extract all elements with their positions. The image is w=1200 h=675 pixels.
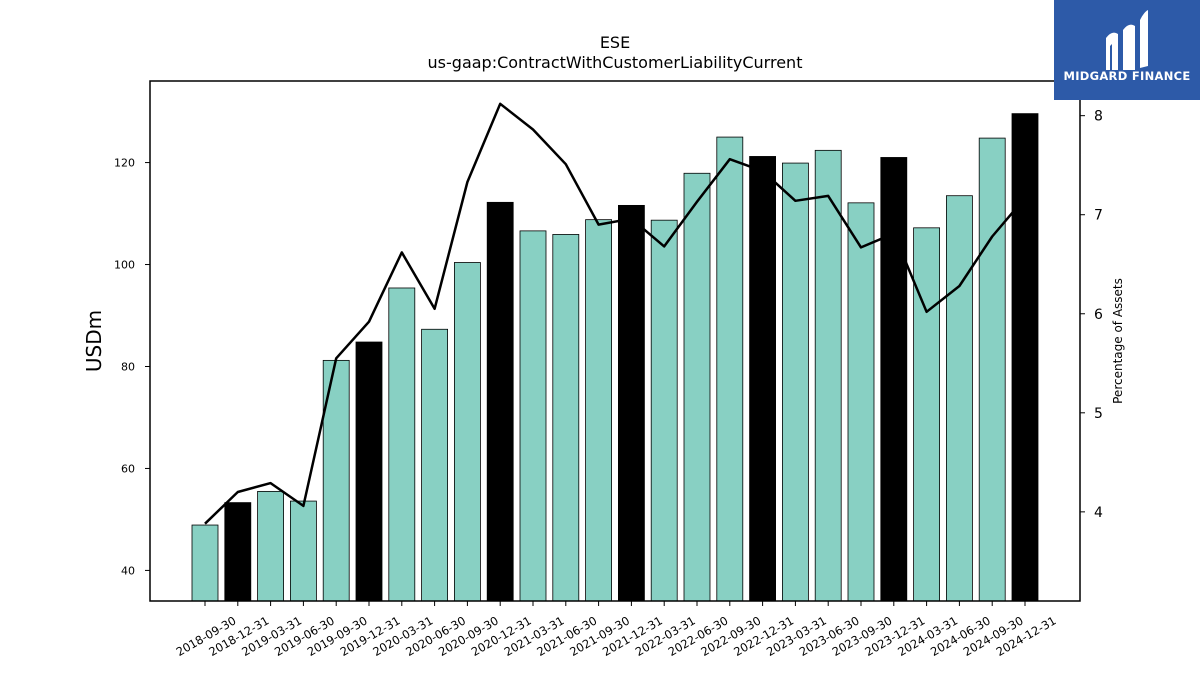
bar-2023-09-30	[847, 202, 875, 602]
bar-2022-09-30	[716, 136, 744, 602]
bar-2022-12-31	[749, 156, 776, 602]
bar-2020-09-30	[453, 262, 481, 602]
left-axis-ticks: 40 60 80 100 120	[114, 157, 150, 577]
bar-2023-12-31	[880, 157, 908, 602]
x-axis-ticks: 2018-09-302018-12-312019-03-312019-06-30…	[174, 601, 1059, 659]
y-axis-label: USDm	[82, 310, 106, 372]
right-axis-ticks: 4 5 6 7 8	[1080, 109, 1103, 521]
bar-2024-06-30	[946, 195, 973, 602]
percentage-line	[204, 102, 1026, 525]
midgard-finance-logo: MIDGARD FINANCE	[1054, 0, 1200, 100]
bar-2019-12-31	[355, 341, 383, 602]
bar-2018-09-30	[191, 524, 219, 602]
y-tick-label: 60	[121, 462, 135, 475]
plot-frame	[149, 80, 1081, 602]
bar-2019-03-31	[257, 490, 285, 602]
logo-mark-icon	[1106, 10, 1148, 71]
bar-2020-06-30	[421, 328, 449, 602]
bar-2021-09-30	[585, 219, 612, 602]
y-tick-label: 100	[114, 259, 135, 272]
chart-subtitle: us-gaap:ContractWithCustomerLiabilityCur…	[428, 53, 803, 72]
bar-2023-06-30	[814, 149, 842, 602]
bar-2022-06-30	[683, 172, 711, 602]
bar-2022-03-31	[650, 219, 678, 602]
y2-tick-label: 4	[1094, 505, 1103, 521]
bar-2018-12-31	[224, 502, 252, 602]
y-tick-label: 80	[121, 360, 135, 373]
bar-2021-06-30	[552, 234, 580, 602]
bar-2023-03-31	[782, 162, 809, 602]
bar-2024-03-31	[913, 227, 940, 602]
bar-2020-03-31	[388, 287, 416, 602]
logo-text: MIDGARD FINANCE	[1063, 69, 1191, 83]
bar-2024-09-30	[978, 137, 1006, 602]
y2-tick-label: 7	[1094, 208, 1103, 224]
y2-axis-label: Percentage of Assets	[1111, 278, 1125, 404]
y2-tick-label: 6	[1094, 307, 1103, 323]
y2-tick-label: 8	[1094, 109, 1103, 125]
line-layer	[204, 102, 1026, 525]
bar-2020-12-31	[486, 201, 514, 602]
y-tick-label: 40	[121, 564, 135, 577]
bar-2019-06-30	[289, 500, 317, 602]
y-tick-label: 120	[114, 157, 135, 170]
y2-tick-label: 5	[1094, 406, 1103, 422]
bars-layer	[191, 113, 1039, 602]
bar-2024-12-31	[1011, 113, 1039, 602]
bar-2021-03-31	[519, 230, 547, 602]
bar-2021-12-31	[618, 204, 645, 602]
chart-title: ESE	[600, 33, 630, 52]
